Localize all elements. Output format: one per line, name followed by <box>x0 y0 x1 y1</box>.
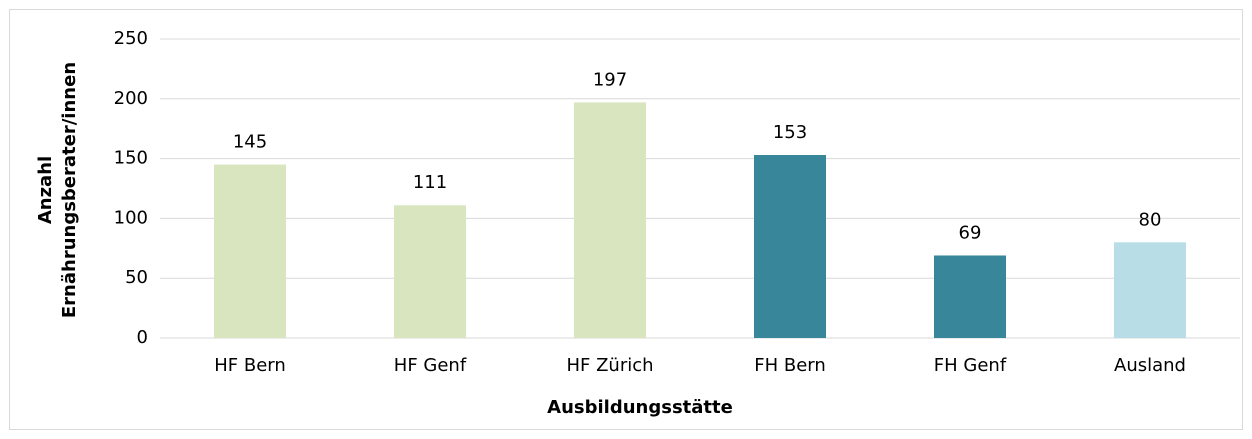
bar <box>934 255 1006 338</box>
y-axis-label: Anzahl <box>35 156 56 224</box>
bar <box>394 205 466 338</box>
x-tick-label: HF Zürich <box>566 355 653 376</box>
y-tick-label: 0 <box>137 327 148 348</box>
x-tick-label: FH Genf <box>934 355 1007 376</box>
x-tick-label: HF Genf <box>394 355 467 376</box>
y-tick-label: 50 <box>125 267 148 288</box>
y-tick-label: 200 <box>114 88 148 109</box>
data-label: 197 <box>593 69 627 90</box>
bar <box>754 155 826 338</box>
y-axis-label: Ernährungsberater/innen <box>59 62 80 318</box>
x-tick-label: FH Bern <box>754 355 826 376</box>
bar <box>214 164 286 338</box>
data-label: 69 <box>959 222 982 243</box>
x-tick-label: HF Bern <box>214 355 286 376</box>
y-tick-label: 100 <box>114 207 148 228</box>
bar <box>574 102 646 338</box>
x-tick-label: Ausland <box>1114 355 1186 376</box>
data-label: 111 <box>413 172 447 193</box>
data-label: 153 <box>773 122 807 143</box>
data-label: 145 <box>233 132 267 153</box>
y-tick-label: 250 <box>114 28 148 49</box>
data-label: 80 <box>1139 209 1162 230</box>
x-axis-label: Ausbildungsstätte <box>547 397 733 418</box>
y-tick-label: 150 <box>114 148 148 169</box>
bar <box>1114 242 1186 338</box>
